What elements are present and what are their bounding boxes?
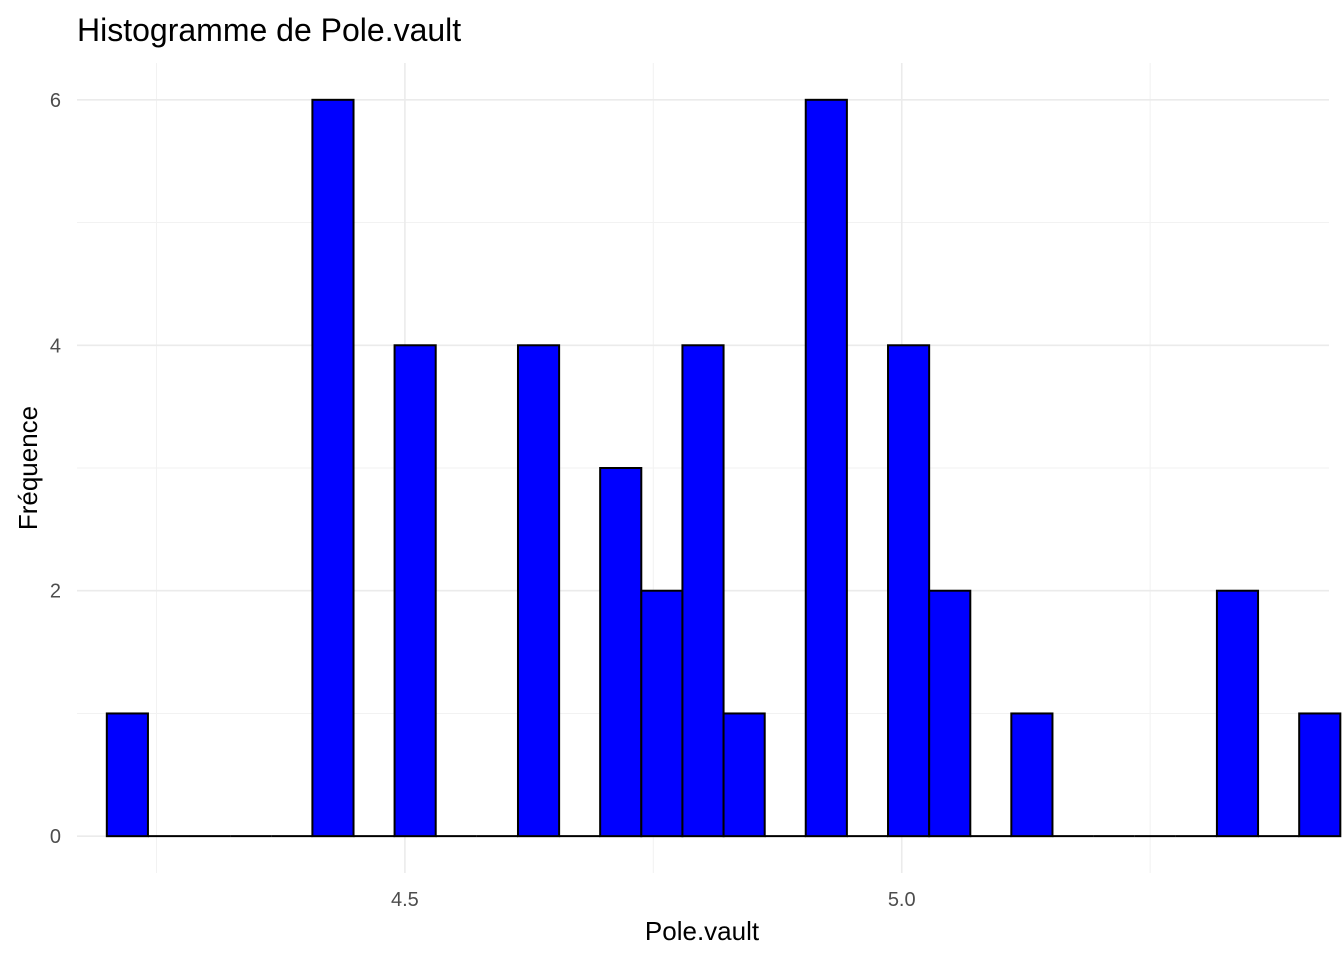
chart-title: Histogramme de Pole.vault [77,12,461,48]
y-tick-label: 4 [50,335,61,357]
x-tick-label: 5.0 [888,889,916,911]
x-axis-title: Pole.vault [645,916,760,946]
histogram-bar [105,712,149,838]
y-axis-title: Fréquence [13,406,43,530]
histogram-bar [722,712,766,838]
histogram-bar [1010,712,1054,838]
x-tick-label: 4.5 [391,889,419,911]
y-axis-ticks: 0 2 4 6 [50,90,61,848]
histogram-bar [804,98,848,838]
histogram-bar [1298,712,1342,838]
histogram-bar [1215,589,1260,838]
x-axis-ticks: 4.5 5.0 [391,889,916,911]
y-tick-label: 0 [50,826,61,848]
histogram-bar [928,589,972,838]
histogram-bar [516,344,561,838]
histogram-bar [681,344,725,838]
histogram-bar [393,344,437,838]
y-tick-label: 6 [50,90,61,112]
histogram-bar [311,98,355,838]
histogram-bar [887,344,931,838]
histogram-bar [599,467,643,838]
histogram-bar [640,589,684,838]
y-tick-label: 2 [50,581,61,603]
histogram-bars [105,98,1342,838]
